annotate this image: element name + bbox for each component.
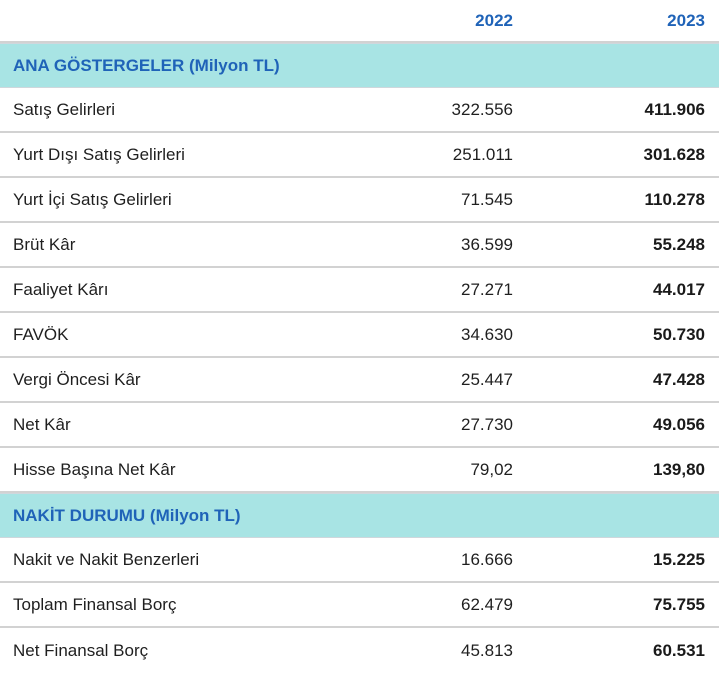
value-2023: 55.248 [653, 234, 705, 254]
row-label: Net Finansal Borç [13, 640, 149, 660]
section-title: ANA GÖSTERGELER (Milyon TL) [13, 55, 280, 75]
row-label: Nakit ve Nakit Benzerleri [13, 549, 200, 569]
header-2022: 2022 [475, 10, 513, 30]
table-row: Yurt Dışı Satış Gelirleri 251.011 301.62… [0, 133, 719, 178]
value-2022: 79,02 [470, 459, 513, 479]
row-label: Toplam Finansal Borç [13, 594, 177, 614]
value-2023: 44.017 [653, 279, 705, 299]
table-row: Faaliyet Kârı 27.271 44.017 [0, 268, 719, 313]
value-2022: 251.011 [452, 144, 513, 164]
value-2023: 75.755 [653, 594, 705, 614]
value-2023: 110.278 [644, 189, 705, 209]
year-header-row: 2022 2023 [0, 0, 719, 43]
table-row: Toplam Finansal Borç 62.479 75.755 [0, 583, 719, 628]
value-2022: 16.666 [461, 549, 513, 569]
table-row: Nakit ve Nakit Benzerleri 16.666 15.225 [0, 538, 719, 583]
value-2022: 34.630 [461, 324, 513, 344]
value-2023: 49.056 [653, 414, 705, 434]
row-label: Net Kâr [13, 414, 71, 434]
table-row: Brüt Kâr 36.599 55.248 [0, 223, 719, 268]
value-2023: 15.225 [653, 549, 705, 569]
value-2023: 139,80 [653, 459, 705, 479]
value-2022: 27.271 [461, 279, 513, 299]
row-label: FAVÖK [13, 324, 69, 344]
table-row: Hisse Başına Net Kâr 79,02 139,80 [0, 448, 719, 493]
table-row: Yurt İçi Satış Gelirleri 71.545 110.278 [0, 178, 719, 223]
section-title: NAKİT DURUMU (Milyon TL) [13, 505, 241, 525]
table-row: Net Kâr 27.730 49.056 [0, 403, 719, 448]
row-label: Vergi Öncesi Kâr [13, 369, 141, 389]
row-label: Yurt İçi Satış Gelirleri [13, 189, 172, 209]
section-header-ana-gostergeler: ANA GÖSTERGELER (Milyon TL) [0, 43, 719, 88]
row-label: Yurt Dışı Satış Gelirleri [13, 144, 185, 164]
table-row: Net Finansal Borç 45.813 60.531 [0, 628, 719, 673]
value-2023: 60.531 [653, 640, 705, 660]
value-2023: 301.628 [643, 144, 705, 164]
value-2022: 62.479 [461, 594, 513, 614]
value-2022: 36.599 [461, 234, 513, 254]
header-2023: 2023 [667, 10, 705, 30]
value-2023: 411.906 [644, 99, 705, 119]
row-label: Faaliyet Kârı [13, 279, 109, 299]
table-row: Satış Gelirleri 322.556 411.906 [0, 88, 719, 133]
table-row: Vergi Öncesi Kâr 25.447 47.428 [0, 358, 719, 403]
value-2023: 50.730 [653, 324, 705, 344]
value-2022: 322.556 [451, 99, 513, 119]
row-label: Satış Gelirleri [13, 99, 116, 119]
value-2022: 45.813 [461, 640, 513, 660]
section-header-nakit-durumu: NAKİT DURUMU (Milyon TL) [0, 493, 719, 538]
value-2022: 71.545 [461, 189, 513, 209]
table-row: FAVÖK 34.630 50.730 [0, 313, 719, 358]
value-2023: 47.428 [653, 369, 705, 389]
value-2022: 27.730 [461, 414, 513, 434]
row-label: Brüt Kâr [13, 234, 76, 254]
value-2022: 25.447 [461, 369, 513, 389]
row-label: Hisse Başına Net Kâr [13, 459, 176, 479]
